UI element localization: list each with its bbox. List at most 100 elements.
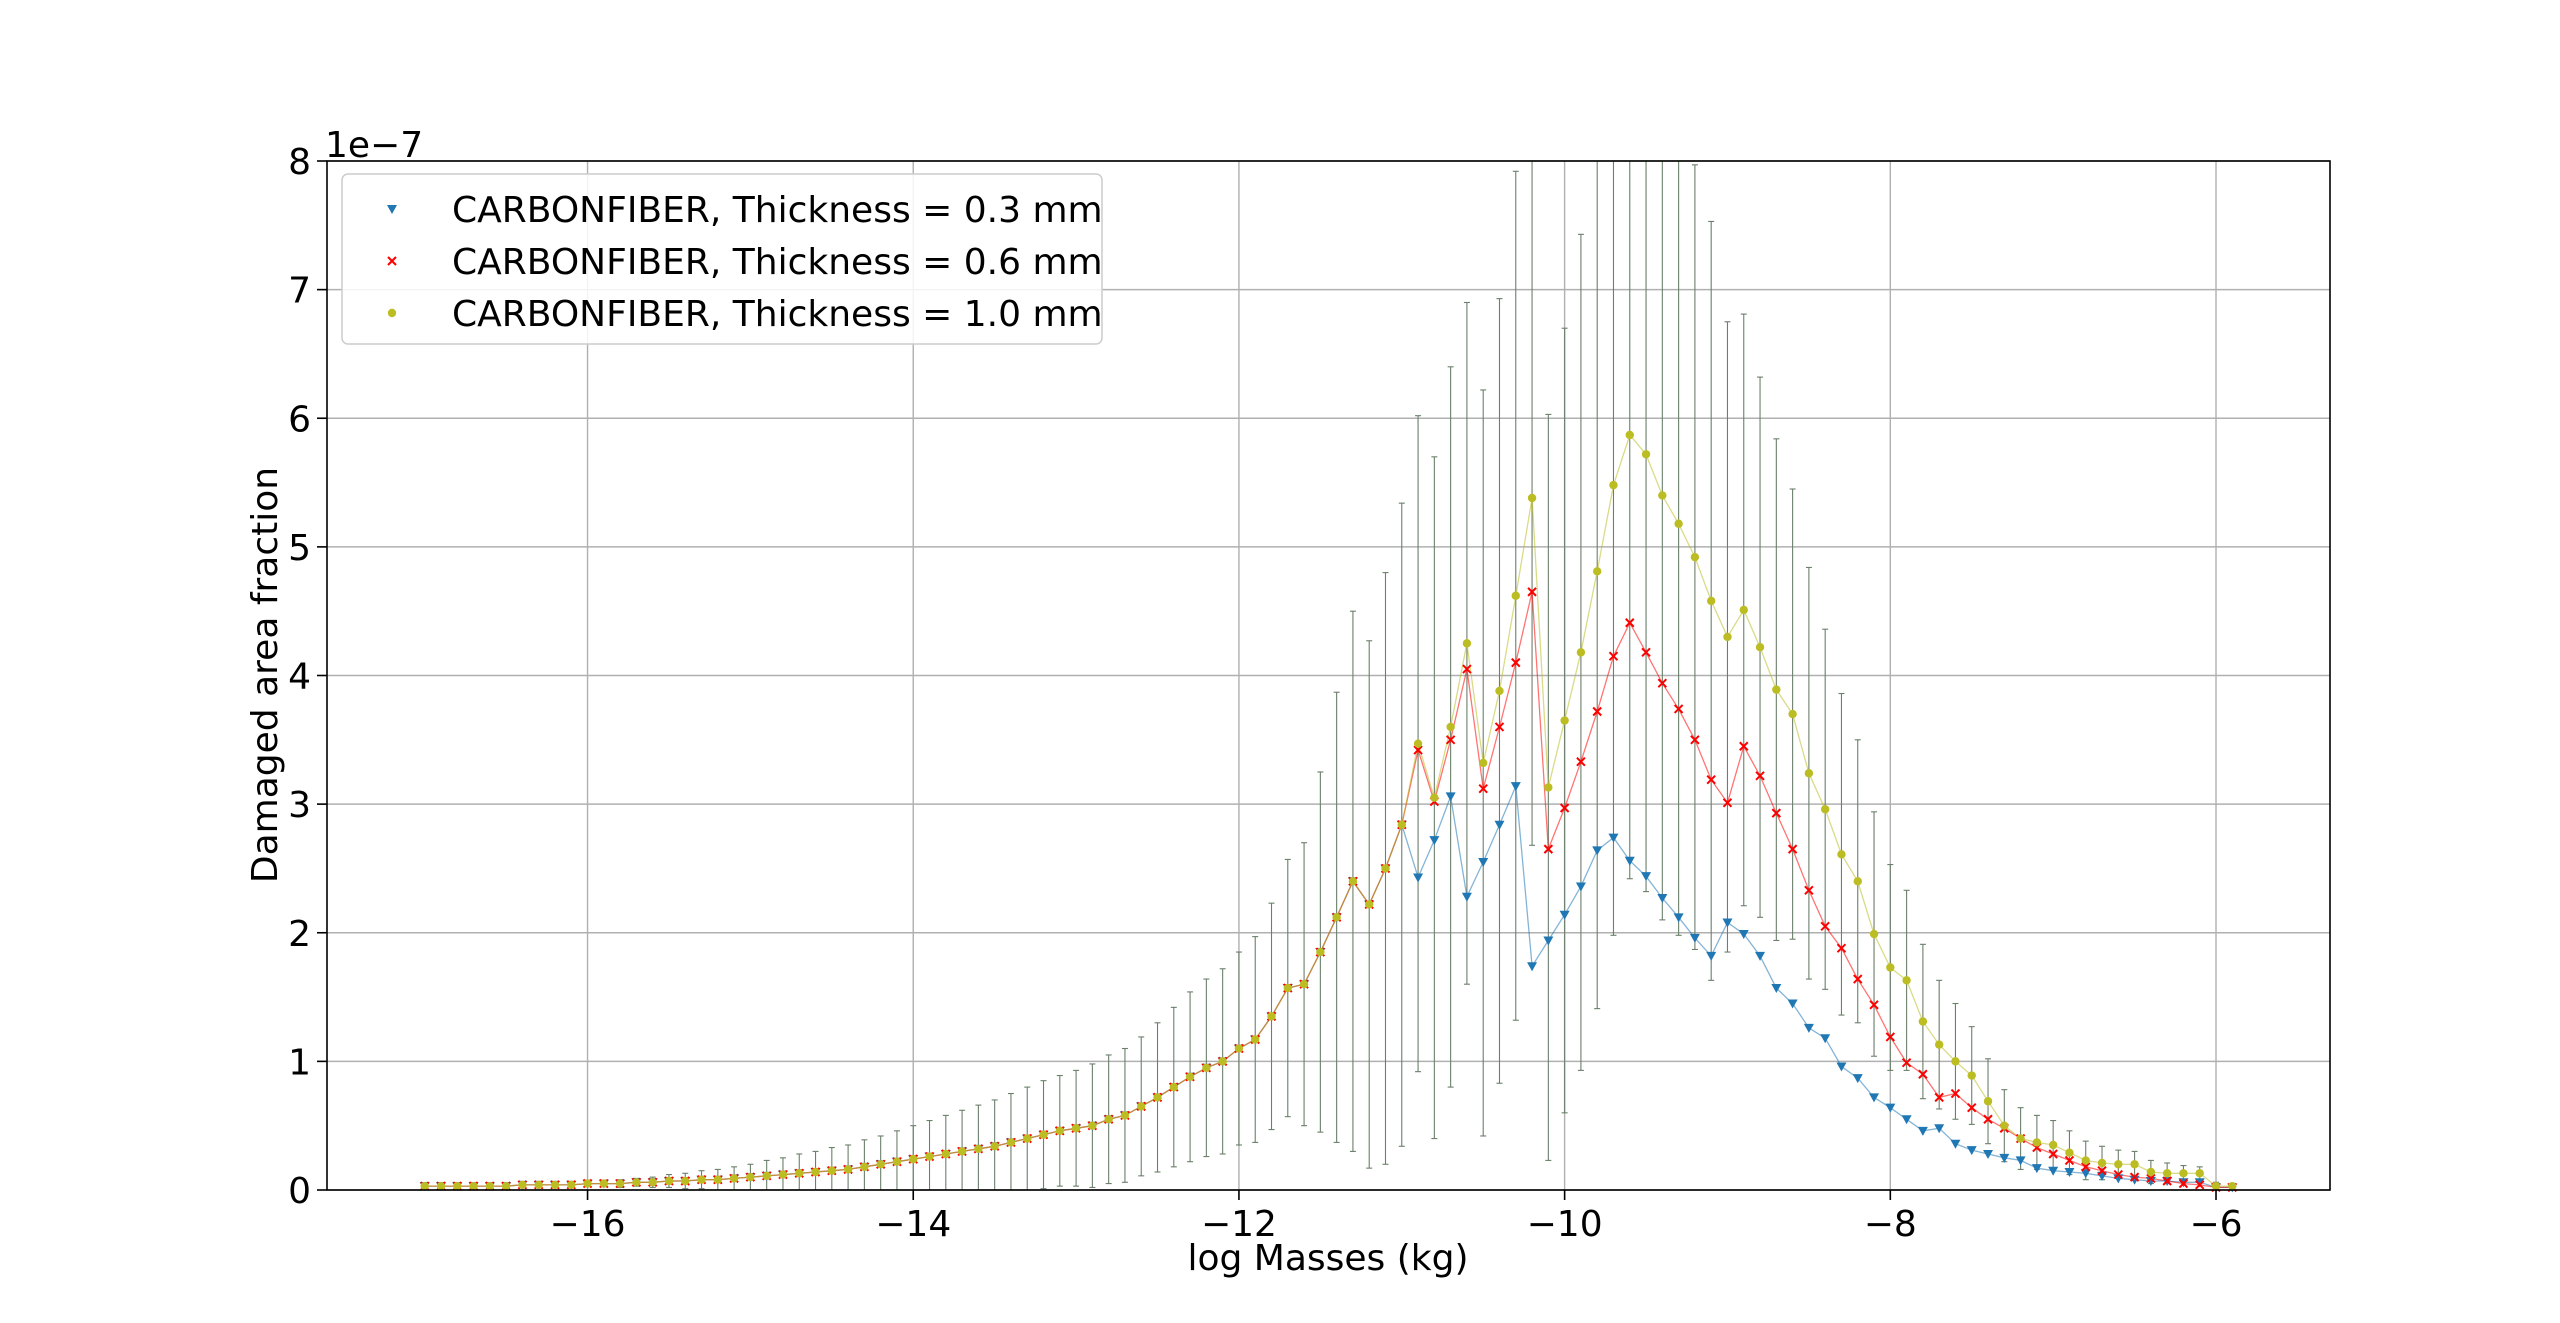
series-3-point: [583, 1179, 592, 1188]
y-tick-label: 1: [288, 1042, 311, 1083]
series-2-point: [1771, 808, 1782, 818]
series-1-point: [1999, 1153, 2010, 1163]
series-3-point: [892, 1157, 902, 1166]
series-3-point: [2130, 1160, 2139, 1169]
series-3-point: [1804, 769, 1814, 778]
series-2-point: [1462, 664, 1472, 674]
series-1-point: [1624, 856, 1635, 866]
series-3-point: [664, 1176, 674, 1186]
series-3-point: [1690, 552, 1700, 562]
series-2-point: [1804, 885, 1814, 896]
series-3-point: [2211, 1181, 2221, 1191]
series-1-point: [2129, 1175, 2140, 1185]
y-tick-label: 6: [288, 399, 311, 440]
x-tick-label: −16: [550, 1204, 626, 1245]
series-1-point: [2015, 1156, 2026, 1166]
series-3-point: [518, 1180, 527, 1190]
series-3-point: [1267, 1012, 1276, 1021]
series-3-point: [469, 1181, 478, 1191]
series-3-point: [1218, 1057, 1227, 1066]
legend-marker-2: [387, 256, 397, 266]
legend-label-1: CARBONFIBER, Thickness = 0.3 mm: [452, 190, 1103, 231]
series-3-point: [1511, 591, 1520, 600]
series-3-point: [615, 1179, 625, 1188]
series-1-point: [2048, 1166, 2059, 1176]
series-3-point: [974, 1144, 983, 1154]
series-2-point: [1967, 1102, 1977, 1113]
series-3-point: [1234, 1044, 1244, 1053]
series-1-point: [1559, 910, 1570, 920]
series-1-point: [1494, 820, 1505, 830]
series-3-point: [1576, 648, 1586, 657]
series-3-point: [1544, 783, 1553, 792]
series-3-point: [1560, 716, 1569, 725]
series-1-point: [1820, 1034, 1831, 1044]
series-2-point: [1901, 1057, 1912, 1068]
series-3-point: [925, 1152, 934, 1161]
series-3-point: [1820, 805, 1830, 814]
series-1-point: [1755, 951, 1766, 961]
series-2-point: [1853, 974, 1863, 984]
series-2-point: [2048, 1149, 2058, 1159]
series-3-point: [1120, 1111, 1130, 1120]
series-2-point: [1673, 704, 1684, 714]
series-1-point: [1738, 930, 1749, 940]
series-3-point: [1202, 1063, 1211, 1073]
series-2-point: [1527, 587, 1537, 597]
series-2-point: [2129, 1172, 2140, 1182]
series-3-point: [990, 1142, 999, 1151]
series-3-point: [2016, 1134, 2025, 1143]
series-1-point: [1527, 962, 1538, 972]
y-tick-label: 3: [288, 785, 311, 826]
series-2-point: [2146, 1173, 2156, 1184]
series-2-point: [2097, 1165, 2107, 1176]
series-3-point: [1446, 722, 1455, 732]
legend-marker-3: [387, 308, 397, 318]
y-axis-label: Damaged area fraction: [245, 467, 286, 883]
series-3-point: [1706, 596, 1716, 606]
series-3-point: [876, 1160, 885, 1169]
series-3-point: [2179, 1169, 2188, 1178]
series-2-point: [1722, 798, 1733, 808]
series-1-point: [1592, 846, 1603, 856]
series-3-point: [1902, 976, 1911, 985]
series-2-point: [1494, 722, 1505, 732]
series-3-point: [1918, 1017, 1928, 1026]
series-3-point: [1609, 480, 1618, 490]
series-3-point: [1055, 1126, 1065, 1136]
series-1-point: [1934, 1124, 1945, 1134]
series-1-point: [2080, 1169, 2091, 1179]
series-1-point: [1429, 836, 1440, 846]
series-3-point: [1397, 820, 1406, 829]
series-2-point: [1511, 657, 1521, 668]
series-2-point: [1934, 1092, 1944, 1103]
series-3-point: [550, 1180, 560, 1190]
series-3-point: [860, 1162, 869, 1172]
series-2-point: [1918, 1069, 1928, 1079]
series-3-point: [2162, 1169, 2172, 1178]
x-tick-label: −8: [1864, 1204, 1917, 1245]
series-1-point: [1478, 858, 1489, 868]
series-3-point: [713, 1175, 723, 1184]
series-3-point: [534, 1180, 543, 1190]
x-tick-label: −10: [1527, 1204, 1603, 1245]
series-3-point: [2065, 1148, 2074, 1157]
series-2-point: [1576, 756, 1586, 767]
series-3-point: [827, 1166, 837, 1175]
series-1-point: [1445, 792, 1456, 802]
series-3-point: [1039, 1130, 1048, 1139]
x-axis-ticks: −16 −14 −12 −10 −8 −6: [550, 1190, 2243, 1245]
series-2-point: [1820, 921, 1830, 932]
series-3-point: [1674, 519, 1683, 528]
series-3-point: [1495, 686, 1504, 696]
series-3-point: [746, 1172, 755, 1182]
series-2-point: [2113, 1169, 2124, 1180]
series-1-point: [1722, 918, 1733, 928]
series-3-point: [1185, 1072, 1195, 1082]
series-2-point: [1983, 1114, 1993, 1124]
legend: CARBONFIBER, Thickness = 0.3 mm CARBONFIB…: [341, 173, 1103, 345]
series-3-point: [1332, 913, 1341, 922]
series-2-point: [1885, 1032, 1896, 1042]
series-3-point: [1772, 685, 1781, 694]
series-3-point: [681, 1176, 690, 1186]
